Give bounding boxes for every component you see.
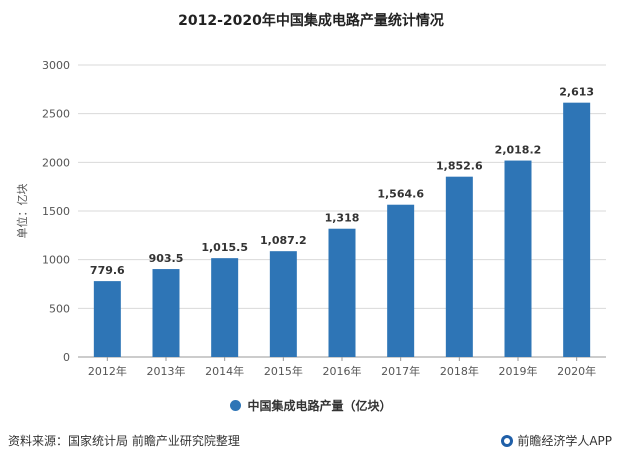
legend-label: 中国集成电路产量（亿块） (247, 399, 392, 413)
y-tick-label: 2000 (42, 156, 70, 169)
x-tick-label: 2020年 (557, 364, 596, 378)
y-tick-label: 1500 (42, 205, 70, 218)
bar (445, 176, 473, 357)
bar (328, 228, 356, 357)
bar (211, 258, 239, 357)
chart-title: 2012-2020年中国集成电路产量统计情况 (178, 13, 444, 29)
brand-label: 前瞻经济学人APP (517, 434, 612, 448)
x-tick-label: 2017年 (381, 364, 420, 378)
x-tick-label: 2016年 (323, 364, 362, 378)
bar (387, 204, 415, 357)
data-source: 资料来源：国家统计局 前瞻产业研究院整理 (8, 434, 240, 448)
y-tick-label: 3000 (42, 59, 70, 72)
bar (504, 160, 532, 357)
data-label: 903.5 (149, 252, 184, 265)
data-label: 1,318 (325, 212, 360, 225)
data-label: 1,087.2 (260, 234, 307, 247)
x-tick-label: 2019年 (499, 364, 538, 378)
legend: 中国集成电路产量（亿块） (0, 397, 622, 414)
y-axis-label: 单位：亿块 (15, 184, 29, 239)
bar (93, 281, 121, 357)
bar (563, 102, 591, 357)
y-tick-label: 1000 (42, 254, 70, 267)
data-label: 2,018.2 (495, 144, 542, 157)
legend-swatch (230, 400, 242, 411)
data-label: 1,564.6 (377, 188, 424, 201)
bar (152, 269, 180, 357)
data-label: 779.6 (90, 264, 125, 277)
brand-logo-icon (501, 434, 514, 447)
x-tick-label: 2014年 (205, 364, 244, 378)
bar (269, 251, 297, 357)
y-tick-label: 0 (63, 351, 70, 364)
x-tick-label: 2013年 (147, 364, 186, 378)
brand: 前瞻经济学人APP (501, 432, 612, 449)
data-label: 1,852.6 (436, 160, 483, 173)
y-tick-label: 2500 (42, 108, 70, 121)
x-tick-label: 2015年 (264, 364, 303, 378)
data-label: 1,015.5 (201, 241, 248, 254)
data-label: 2,613 (559, 86, 594, 99)
y-tick-label: 500 (49, 302, 70, 315)
x-tick-label: 2018年 (440, 364, 479, 378)
x-tick-label: 2012年 (88, 364, 127, 378)
